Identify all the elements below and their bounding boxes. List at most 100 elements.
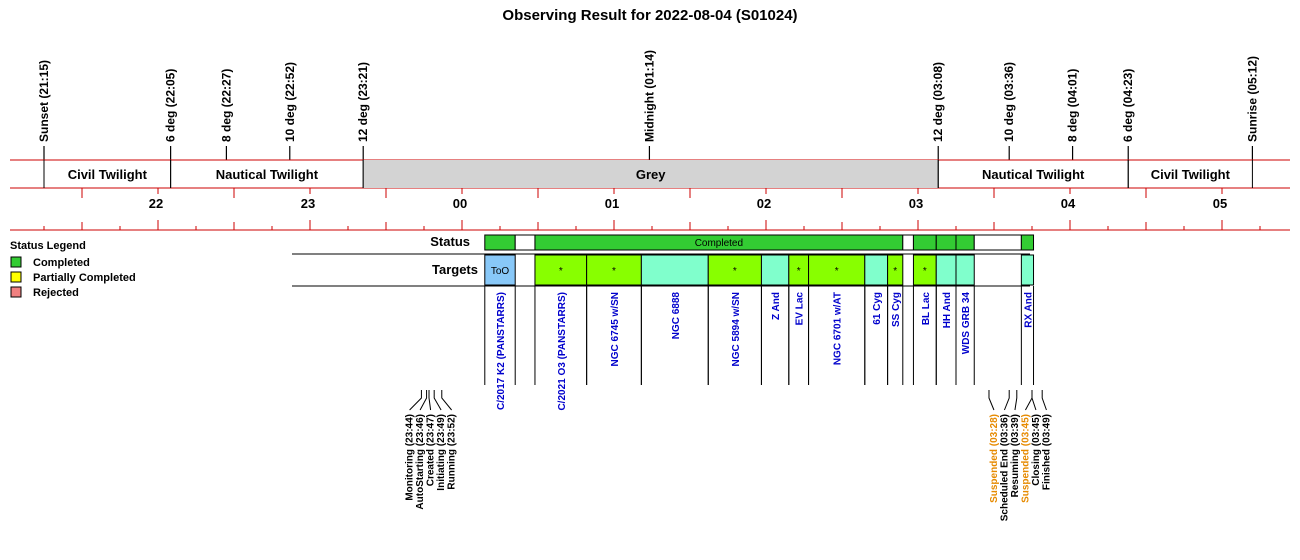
legend-title: Status Legend — [10, 240, 86, 252]
sky-band-label: Civil Twilight — [68, 167, 148, 182]
target-name: SS Cyg — [891, 292, 902, 327]
sky-event-label: 8 deg (04:01) — [1066, 69, 1080, 142]
status-segment-label: Completed — [695, 238, 743, 249]
log-event-label: Suspended (03:28) — [989, 414, 1000, 503]
hour-tick-label: 05 — [1213, 196, 1227, 211]
hour-tick-label: 02 — [757, 196, 771, 211]
target-mark: * — [612, 266, 616, 277]
legend-item-label: Completed — [33, 257, 90, 269]
sky-band-label: Nautical Twilight — [216, 167, 319, 182]
sky-event-label: 10 deg (22:52) — [283, 62, 297, 142]
sky-bands: Civil Twilight Nautical Twilight Grey Nauti… — [10, 159, 1290, 189]
row-labels: Status Targets — [292, 234, 1030, 287]
target-name: 61 Cyg — [872, 292, 883, 325]
target-name: Z And — [771, 292, 782, 320]
status-segment — [973, 234, 1022, 251]
hour-tick-label: 03 — [909, 196, 923, 211]
log-event-label: Scheduled End (03:36) — [999, 414, 1010, 521]
sky-event-label: 10 deg (03:36) — [1002, 62, 1016, 142]
sky-event-label: 6 deg (04:23) — [1121, 69, 1135, 142]
log-events: Monitoring (23:44) AutoStarting (23:46) Cr… — [405, 390, 1052, 521]
sky-events: Sunset (21:15) 6 deg (22:05) 8 deg (22:27)… — [37, 50, 1259, 160]
log-event-leader — [1031, 390, 1037, 411]
target-bar — [534, 254, 588, 286]
log-event-label: Closing (03:45) — [1031, 414, 1042, 486]
target-mark: * — [835, 266, 839, 277]
hour-tick-label: 01 — [605, 196, 619, 211]
target-bar — [864, 254, 889, 286]
status-segment — [1020, 234, 1035, 251]
target-name: BL Lac — [921, 292, 932, 326]
target-mark: * — [797, 266, 801, 277]
log-event-leader — [988, 390, 995, 411]
target-bar — [1020, 254, 1035, 286]
log-event-leader — [428, 390, 432, 411]
legend-swatch — [10, 271, 22, 283]
log-event-leader — [1003, 390, 1010, 411]
sky-event-label: Sunrise (05:12) — [1245, 56, 1259, 142]
target-mark: ToO — [491, 266, 510, 277]
legend-item-label: Partially Completed — [33, 272, 136, 284]
sky-event-label: 6 deg (22:05) — [164, 69, 178, 142]
target-name: NGC 6701 w/AT — [833, 292, 844, 365]
hour-axis: 22 23 00 01 02 03 04 05 — [10, 188, 1290, 231]
status-row-label: Status — [430, 234, 470, 249]
status-row: Completed — [484, 234, 1035, 251]
target-bar — [760, 254, 790, 286]
hour-tick-label: 23 — [301, 196, 315, 211]
log-event-label: Suspended (03:45) — [1020, 414, 1031, 503]
hour-tick-label: 00 — [453, 196, 467, 211]
sky-event-label: 12 deg (03:08) — [931, 62, 945, 142]
target-name: NGC 6888 — [671, 292, 682, 340]
hour-tick-label: 04 — [1061, 196, 1076, 211]
log-event-label: Created (23:47) — [426, 414, 437, 486]
target-name: WDS GRB 34 — [961, 292, 972, 355]
legend-item-label: Rejected — [33, 287, 79, 299]
log-event-label: Finished (03:49) — [1041, 414, 1052, 490]
target-name: C/2017 K2 (PANSTARRS) — [496, 292, 507, 410]
target-name: EV Lac — [795, 292, 806, 326]
target-mark: * — [923, 266, 927, 277]
target-name: C/2021 O3 (PANSTARRS) — [557, 292, 568, 411]
log-event-leader — [409, 390, 422, 411]
status-segment — [514, 234, 536, 251]
log-event-leader — [1041, 390, 1047, 411]
status-legend: Status Legend Completed Partially Complete… — [10, 240, 136, 299]
legend-swatch — [10, 256, 22, 268]
log-event-leader — [441, 390, 452, 411]
sky-band-label: Grey — [636, 167, 666, 182]
target-mark: * — [733, 266, 737, 277]
sky-band-label: Civil Twilight — [1151, 167, 1231, 182]
log-event-leader — [1014, 390, 1018, 411]
target-bar — [935, 254, 957, 286]
hour-tick-label: 22 — [149, 196, 163, 211]
targets-row-label: Targets — [432, 262, 478, 277]
sky-band-label: Nautical Twilight — [982, 167, 1085, 182]
status-segment — [902, 234, 914, 251]
chart-title: Observing Result for 2022-08-04 (S01024) — [502, 7, 797, 24]
log-event-leader — [433, 390, 442, 411]
log-event-label: Resuming (03:39) — [1010, 414, 1021, 497]
target-mark: * — [893, 266, 897, 277]
target-name: NGC 6745 w/SN — [610, 292, 621, 366]
status-segment — [912, 234, 937, 251]
sky-event-label: Sunset (21:15) — [37, 60, 51, 142]
log-event-label: Monitoring (23:44) — [405, 414, 416, 501]
target-bar — [955, 254, 975, 286]
log-event-label: AutoStarting (23:46) — [415, 414, 426, 510]
log-event-label: Running (23:52) — [447, 414, 458, 490]
status-segment — [935, 234, 957, 251]
targets-row: ToO C/2017 K2 (PANSTARRS) * C/2021 O3 (PANS… — [484, 254, 1035, 411]
sky-band-grey — [363, 160, 939, 188]
target-bar — [887, 254, 904, 286]
target-name: NGC 5894 w/SN — [731, 292, 742, 366]
sky-event-label: 8 deg (22:27) — [219, 69, 233, 142]
status-segment — [955, 234, 975, 251]
sky-event-label: 12 deg (23:21) — [356, 62, 370, 142]
sky-event-label: Midnight (01:14) — [642, 50, 656, 142]
target-name: HH And — [942, 292, 953, 328]
legend-swatch — [10, 286, 22, 298]
log-event-leader — [419, 390, 428, 411]
target-mark: * — [559, 266, 563, 277]
